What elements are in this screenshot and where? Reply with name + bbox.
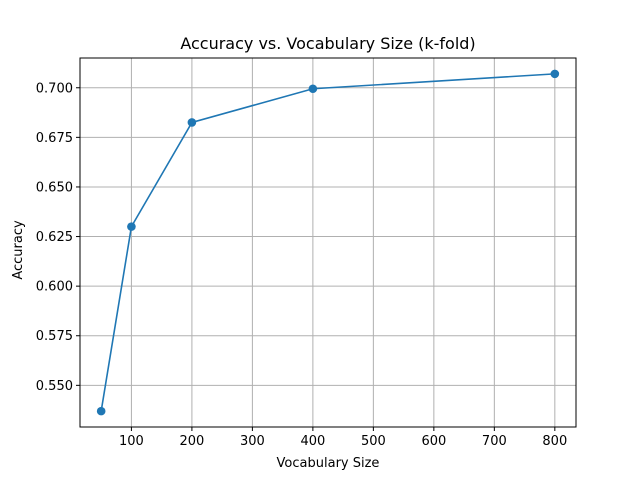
data-point (308, 84, 318, 94)
x-tick-label: 700 (482, 434, 507, 449)
plot-frame (79, 57, 577, 428)
ticks-layer: 100 200 300 400 500 600 700 800 0.550 0.575 0.600 0… (36, 81, 567, 449)
data-point (127, 222, 136, 231)
series-line (100, 73, 555, 412)
y-tick-label: 0.700 (36, 81, 73, 96)
x-axis-label: Vocabulary Size (277, 456, 380, 471)
data-point (187, 118, 197, 127)
x-tick-label: 500 (361, 434, 386, 449)
y-tick-label: 0.625 (36, 230, 73, 245)
y-tick-label: 0.600 (36, 280, 73, 295)
x-tick-label: 800 (542, 434, 567, 449)
y-tick-label: 0.550 (36, 379, 73, 394)
x-tick-label: 400 (300, 434, 325, 449)
x-tick-label: 300 (240, 434, 265, 449)
y-tick-label: 0.650 (36, 180, 73, 195)
y-tick-label: 0.575 (36, 329, 73, 344)
x-tick-label: 200 (179, 434, 204, 449)
x-tick-label: 100 (119, 434, 144, 449)
grid-layer (80, 58, 576, 427)
chart-title: Accuracy vs. Vocabulary Size (k-fold) (180, 34, 475, 53)
series-layer (96, 69, 560, 416)
data-point (96, 406, 106, 416)
y-axis-label: Accuracy (11, 220, 26, 280)
x-tick-label: 600 (421, 434, 446, 449)
y-tick-label: 0.675 (36, 131, 73, 146)
data-point (550, 69, 560, 79)
